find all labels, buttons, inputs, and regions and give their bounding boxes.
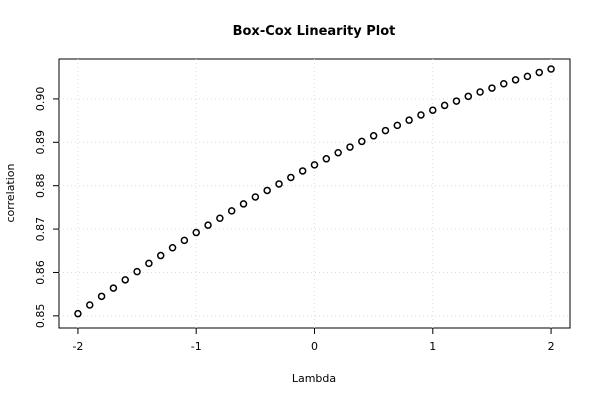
x-tick-label: 2 — [548, 340, 555, 353]
point — [86, 301, 94, 309]
x-tick-label: 0 — [311, 340, 318, 353]
x-axis-label: Lambda — [292, 372, 336, 385]
point — [298, 167, 307, 175]
point — [239, 200, 248, 208]
point — [133, 267, 141, 276]
point — [180, 236, 189, 245]
point — [547, 65, 555, 73]
point — [358, 137, 366, 146]
y-tick-label: 0.90 — [34, 87, 47, 112]
point — [452, 97, 461, 105]
point — [263, 186, 271, 195]
point — [464, 92, 473, 101]
point — [500, 79, 508, 88]
point — [381, 126, 390, 135]
point — [121, 276, 129, 284]
point — [216, 214, 224, 222]
point — [156, 251, 165, 260]
x-tick-label: -2 — [72, 340, 83, 353]
point — [346, 143, 354, 151]
y-tick-label: 0.86 — [34, 260, 47, 285]
y-tick-label: 0.89 — [34, 130, 47, 155]
point — [204, 221, 212, 229]
point — [322, 155, 331, 163]
point — [488, 84, 496, 92]
point — [405, 116, 413, 124]
point — [287, 173, 295, 182]
y-tick-label: 0.88 — [34, 173, 47, 198]
point — [476, 88, 484, 96]
point — [369, 132, 378, 140]
point — [275, 180, 283, 188]
point — [440, 101, 449, 110]
point — [334, 148, 342, 157]
point — [227, 207, 236, 215]
point — [511, 76, 520, 84]
point — [168, 243, 177, 252]
x-tick-label: 1 — [429, 340, 436, 353]
chart-title: Box-Cox Linearity Plot — [233, 24, 396, 39]
y-tick-label: 0.87 — [34, 217, 47, 242]
point — [145, 259, 153, 268]
point — [74, 309, 82, 318]
point — [109, 284, 118, 292]
point — [523, 72, 532, 81]
point — [251, 193, 260, 201]
point — [535, 68, 543, 77]
point — [393, 121, 402, 130]
y-axis-label: correlation — [4, 163, 17, 222]
point — [310, 161, 319, 169]
point — [97, 292, 106, 301]
x-tick-label: -1 — [191, 340, 202, 353]
point — [192, 228, 200, 237]
y-tick-label: 0.85 — [34, 304, 47, 329]
point — [417, 111, 425, 119]
point — [429, 106, 437, 114]
